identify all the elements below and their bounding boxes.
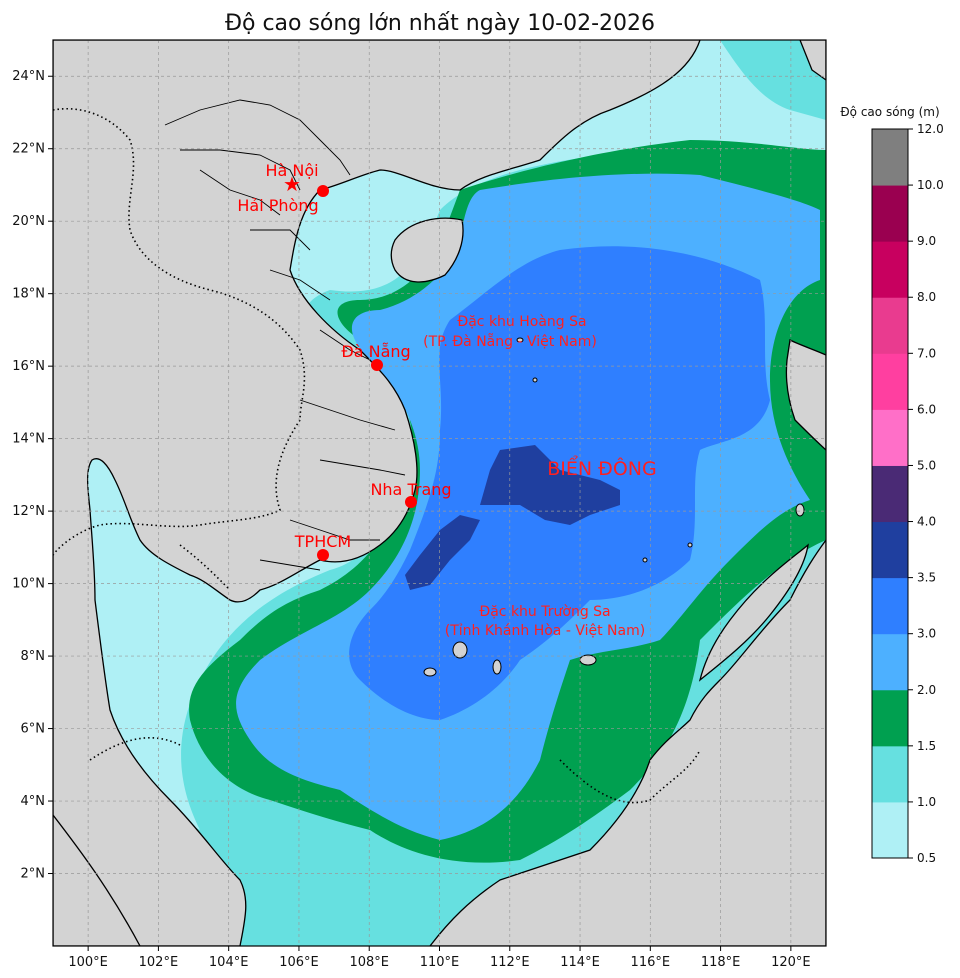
taiwan-island bbox=[799, 40, 826, 81]
da-nang-marker bbox=[371, 359, 383, 371]
hoang-sa-label-line2: (TP. Đà Nẵng - Việt Nam) bbox=[423, 333, 597, 350]
city-markers: ★ Hà Nội Hải Phòng Đà Nẵng Nha Trang TPH… bbox=[237, 161, 452, 561]
colorbar-segment bbox=[872, 353, 908, 410]
y-tick-label: 10°N bbox=[12, 577, 45, 592]
latitude-axis: 2°N 4°N 6°N 8°N 10°N 12°N 14°N 16°N 18°N 20°N 22°N… bbox=[12, 69, 53, 882]
colorbar-tick-label: 8.0 bbox=[917, 290, 936, 304]
hainan-island bbox=[390, 217, 464, 283]
x-tick-label: 106°E bbox=[279, 955, 319, 970]
da-nang-label: Đà Nẵng bbox=[341, 342, 410, 361]
colorbar-tick-label: 5.0 bbox=[917, 458, 936, 472]
x-tick-label: 104°E bbox=[209, 955, 249, 970]
nha-trang-marker bbox=[405, 496, 417, 508]
map-annotations: BIỂN ĐÔNG Đặc khu Hoàng Sa (TP. Đà Nẵng … bbox=[423, 314, 657, 639]
y-tick-label: 14°N bbox=[12, 432, 45, 447]
province-borders bbox=[164, 99, 406, 571]
colorbar-tick-label: 10.0 bbox=[917, 178, 944, 192]
colorbar-tick-label: 1.0 bbox=[917, 795, 936, 809]
colorbar-segment bbox=[872, 465, 908, 523]
colorbar-frame bbox=[871, 128, 909, 859]
truong-sa-label-line1: Đặc khu Trường Sa bbox=[479, 604, 610, 620]
tphcm-marker bbox=[317, 549, 329, 561]
wave-zone-3-5-4m-south bbox=[405, 515, 480, 590]
x-tick-label: 118°E bbox=[701, 955, 741, 970]
colorbar: 0.5 1.0 1.5 2.0 3.0 3.5 4.0 5.0 6.0 7.0 8.0 9.0 10.0… bbox=[871, 122, 944, 865]
map-gridlines bbox=[53, 40, 826, 946]
wave-zone-3-5-4m-north bbox=[480, 445, 620, 525]
colorbar-tick-label: 2.0 bbox=[917, 683, 936, 697]
hanoi-star-marker: ★ bbox=[283, 172, 301, 196]
colorbar-segment bbox=[872, 689, 908, 747]
hai-phong-label: Hải Phòng bbox=[237, 196, 318, 215]
tphcm-label: TPHCM bbox=[294, 532, 351, 551]
x-tick-label: 114°E bbox=[560, 955, 600, 970]
map-area: BIỂN ĐÔNG Đặc khu Hoàng Sa (TP. Đà Nẵng … bbox=[53, 40, 826, 946]
colorbar-segment bbox=[872, 801, 908, 859]
x-tick-label: 100°E bbox=[68, 955, 108, 970]
y-tick-label: 12°N bbox=[12, 504, 45, 519]
colorbar-tick-label: 9.0 bbox=[917, 234, 936, 248]
colorbar-segment bbox=[872, 409, 908, 466]
y-tick-label: 8°N bbox=[21, 649, 46, 664]
truong-sa-label-line2: (Tỉnh Khánh Hòa - Việt Nam) bbox=[445, 623, 645, 639]
hanoi-label: Hà Nội bbox=[265, 161, 318, 180]
hoang-sa-label-line1: Đặc khu Hoàng Sa bbox=[457, 314, 586, 330]
colorbar-segment bbox=[872, 745, 908, 803]
colorbar-tick-label: 0.5 bbox=[917, 851, 936, 865]
colorbar-tick-label: 3.0 bbox=[917, 627, 936, 641]
colorbar-tick-label: 1.5 bbox=[917, 739, 936, 753]
y-tick-label: 18°N bbox=[12, 287, 45, 302]
palawan-island bbox=[698, 543, 809, 682]
nha-trang-label: Nha Trang bbox=[370, 480, 451, 499]
colorbar-tick-label: 6.0 bbox=[917, 402, 936, 416]
x-tick-label: 102°E bbox=[139, 955, 179, 970]
x-tick-label: 112°E bbox=[490, 955, 530, 970]
colorbar-tick-label: 3.5 bbox=[917, 571, 936, 585]
colorbar-label: Độ cao sóng (m) bbox=[840, 105, 939, 119]
colorbar-segment bbox=[872, 577, 908, 635]
y-tick-label: 6°N bbox=[21, 722, 46, 737]
colorbar-segment bbox=[872, 241, 908, 298]
borneo-landmass bbox=[429, 538, 826, 946]
x-tick-label: 116°E bbox=[631, 955, 671, 970]
colorbar-segment bbox=[872, 129, 908, 186]
x-tick-label: 108°E bbox=[349, 955, 389, 970]
x-tick-label: 110°E bbox=[420, 955, 460, 970]
y-tick-label: 22°N bbox=[12, 142, 45, 157]
bien-dong-label: BIỂN ĐÔNG bbox=[547, 454, 657, 480]
y-tick-label: 24°N bbox=[12, 69, 45, 84]
philippines-landmass bbox=[785, 339, 826, 451]
colorbar-tick-label: 12.0 bbox=[917, 122, 944, 136]
figure-title: Độ cao sóng lớn nhất ngày 10-02-2026 bbox=[225, 11, 655, 36]
y-tick-label: 4°N bbox=[21, 794, 46, 809]
y-tick-label: 2°N bbox=[21, 867, 46, 882]
colorbar-segment bbox=[872, 185, 908, 242]
national-borders bbox=[53, 108, 701, 804]
y-tick-label: 16°N bbox=[12, 359, 45, 374]
colorbar-segment bbox=[872, 297, 908, 354]
y-tick-label: 20°N bbox=[12, 214, 45, 229]
colorbar-tick-label: 7.0 bbox=[917, 346, 936, 360]
longitude-axis: 100°E 102°E 104°E 106°E 108°E 110°E 112°E 114°E… bbox=[68, 946, 811, 970]
hai-phong-marker bbox=[317, 185, 329, 197]
x-tick-label: 120°E bbox=[771, 955, 811, 970]
colorbar-tick-label: 4.0 bbox=[917, 515, 936, 529]
mainland-landmass bbox=[53, 40, 701, 946]
colorbar-segment bbox=[872, 633, 908, 691]
colorbar-segment bbox=[872, 521, 908, 579]
